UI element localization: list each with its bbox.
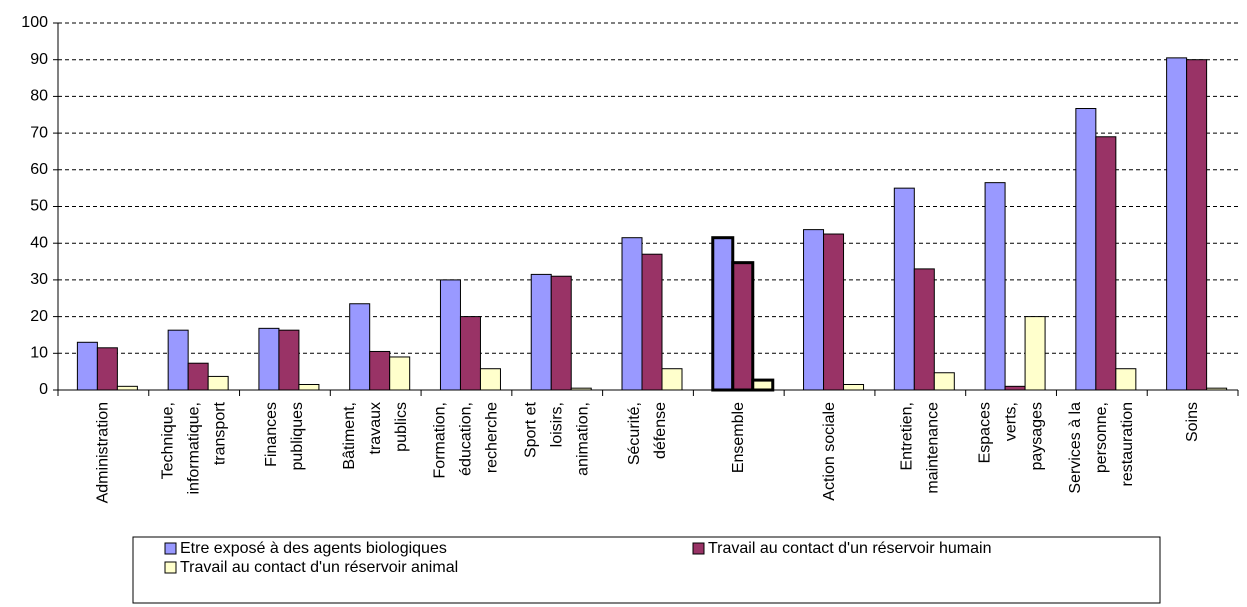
x-tick-label: paysages (1028, 402, 1045, 471)
x-tick-label: Entretien, (899, 402, 916, 470)
x-tick-label: publics (393, 402, 410, 452)
legend-swatch (692, 542, 705, 555)
bar (1115, 368, 1137, 391)
bar (96, 347, 118, 391)
bar (1075, 108, 1097, 391)
x-tick-label: Soins (1184, 402, 1201, 442)
x-tick-label: restauration (1119, 402, 1136, 487)
x-tick-label: Ensemble (730, 402, 747, 473)
y-tick-label: 60 (30, 161, 48, 178)
bar (641, 253, 663, 391)
y-tick-label: 0 (39, 381, 48, 398)
bar (933, 372, 955, 391)
x-tick-label: loisirs, (548, 402, 565, 447)
bar (278, 329, 300, 391)
bar (187, 362, 209, 391)
y-tick-label: 70 (30, 124, 48, 141)
x-tick-label: transport (211, 401, 228, 465)
x-tick-label: Services à la (1067, 402, 1084, 494)
bar (621, 237, 643, 391)
bar (731, 261, 755, 392)
x-tick-label: recherche (484, 402, 501, 473)
bar (389, 356, 411, 391)
y-tick-label: 90 (30, 51, 48, 68)
x-tick-label: éducation, (458, 402, 475, 476)
bar (550, 275, 572, 391)
x-tick-label: verts, (1002, 402, 1019, 441)
bar (1004, 385, 1026, 391)
bar (751, 378, 775, 392)
bar (298, 383, 320, 391)
bar (1095, 136, 1117, 391)
x-tick-label: Action sociale (821, 402, 838, 501)
bar (479, 368, 501, 391)
x-tick-label: animation, (574, 402, 591, 476)
y-tick-label: 10 (30, 345, 48, 362)
bar (893, 187, 915, 391)
x-tick-label: Espaces (976, 402, 993, 463)
legend-box (132, 536, 1161, 604)
y-tick-label: 80 (30, 88, 48, 105)
bar (823, 233, 845, 391)
bar (711, 236, 735, 392)
x-tick-label: Bâtiment, (341, 402, 358, 470)
legend-label: Travail au contact d'un réservoir humain (708, 540, 991, 557)
x-tick-label: Sécurité, (626, 402, 643, 465)
x-tick-label: Sport et (522, 401, 539, 458)
bar (349, 303, 371, 391)
bar (661, 368, 683, 391)
bar (843, 383, 865, 391)
bar (369, 350, 391, 391)
bar (459, 316, 481, 391)
bar (439, 279, 461, 391)
bar (913, 268, 935, 391)
x-tick-label: Administration (95, 402, 112, 503)
x-tick-label: défense (652, 402, 669, 459)
bar (984, 182, 1006, 391)
x-tick-label: Technique, (159, 402, 176, 479)
bar (76, 341, 98, 391)
y-tick-label: 50 (30, 198, 48, 215)
x-tick-label: personne, (1093, 402, 1110, 473)
y-tick-label: 20 (30, 308, 48, 325)
bar (530, 273, 552, 391)
y-tick-label: 100 (21, 14, 48, 31)
bar (258, 327, 280, 391)
bar (1024, 316, 1046, 391)
x-tick-label: Formation, (432, 402, 449, 478)
x-tick-label: publiques (289, 402, 306, 471)
y-tick-label: 30 (30, 271, 48, 288)
x-tick-label: Finances (263, 402, 280, 467)
legend-swatch (164, 561, 177, 574)
bar (803, 229, 825, 391)
legend-label: Travail au contact d'un réservoir animal (180, 559, 458, 576)
x-tick-label: informatique, (185, 402, 202, 495)
legend-label: Etre exposé à des agents biologiques (180, 540, 447, 557)
legend-swatch (164, 542, 177, 555)
bar (1186, 59, 1208, 391)
bar (116, 385, 138, 391)
y-tick-label: 40 (30, 234, 48, 251)
x-tick-label: maintenance (925, 402, 942, 494)
bar (1166, 57, 1188, 391)
bar (207, 375, 229, 391)
bar (167, 329, 189, 391)
x-tick-label: travaux (367, 402, 384, 454)
